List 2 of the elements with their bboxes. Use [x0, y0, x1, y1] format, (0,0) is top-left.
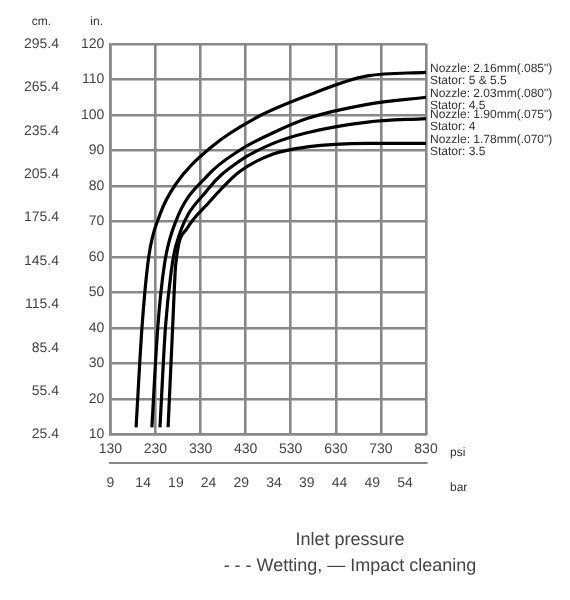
text: Inlet pressure	[295, 528, 405, 549]
text: - - - Wetting, — Impact cleaning	[223, 554, 477, 575]
